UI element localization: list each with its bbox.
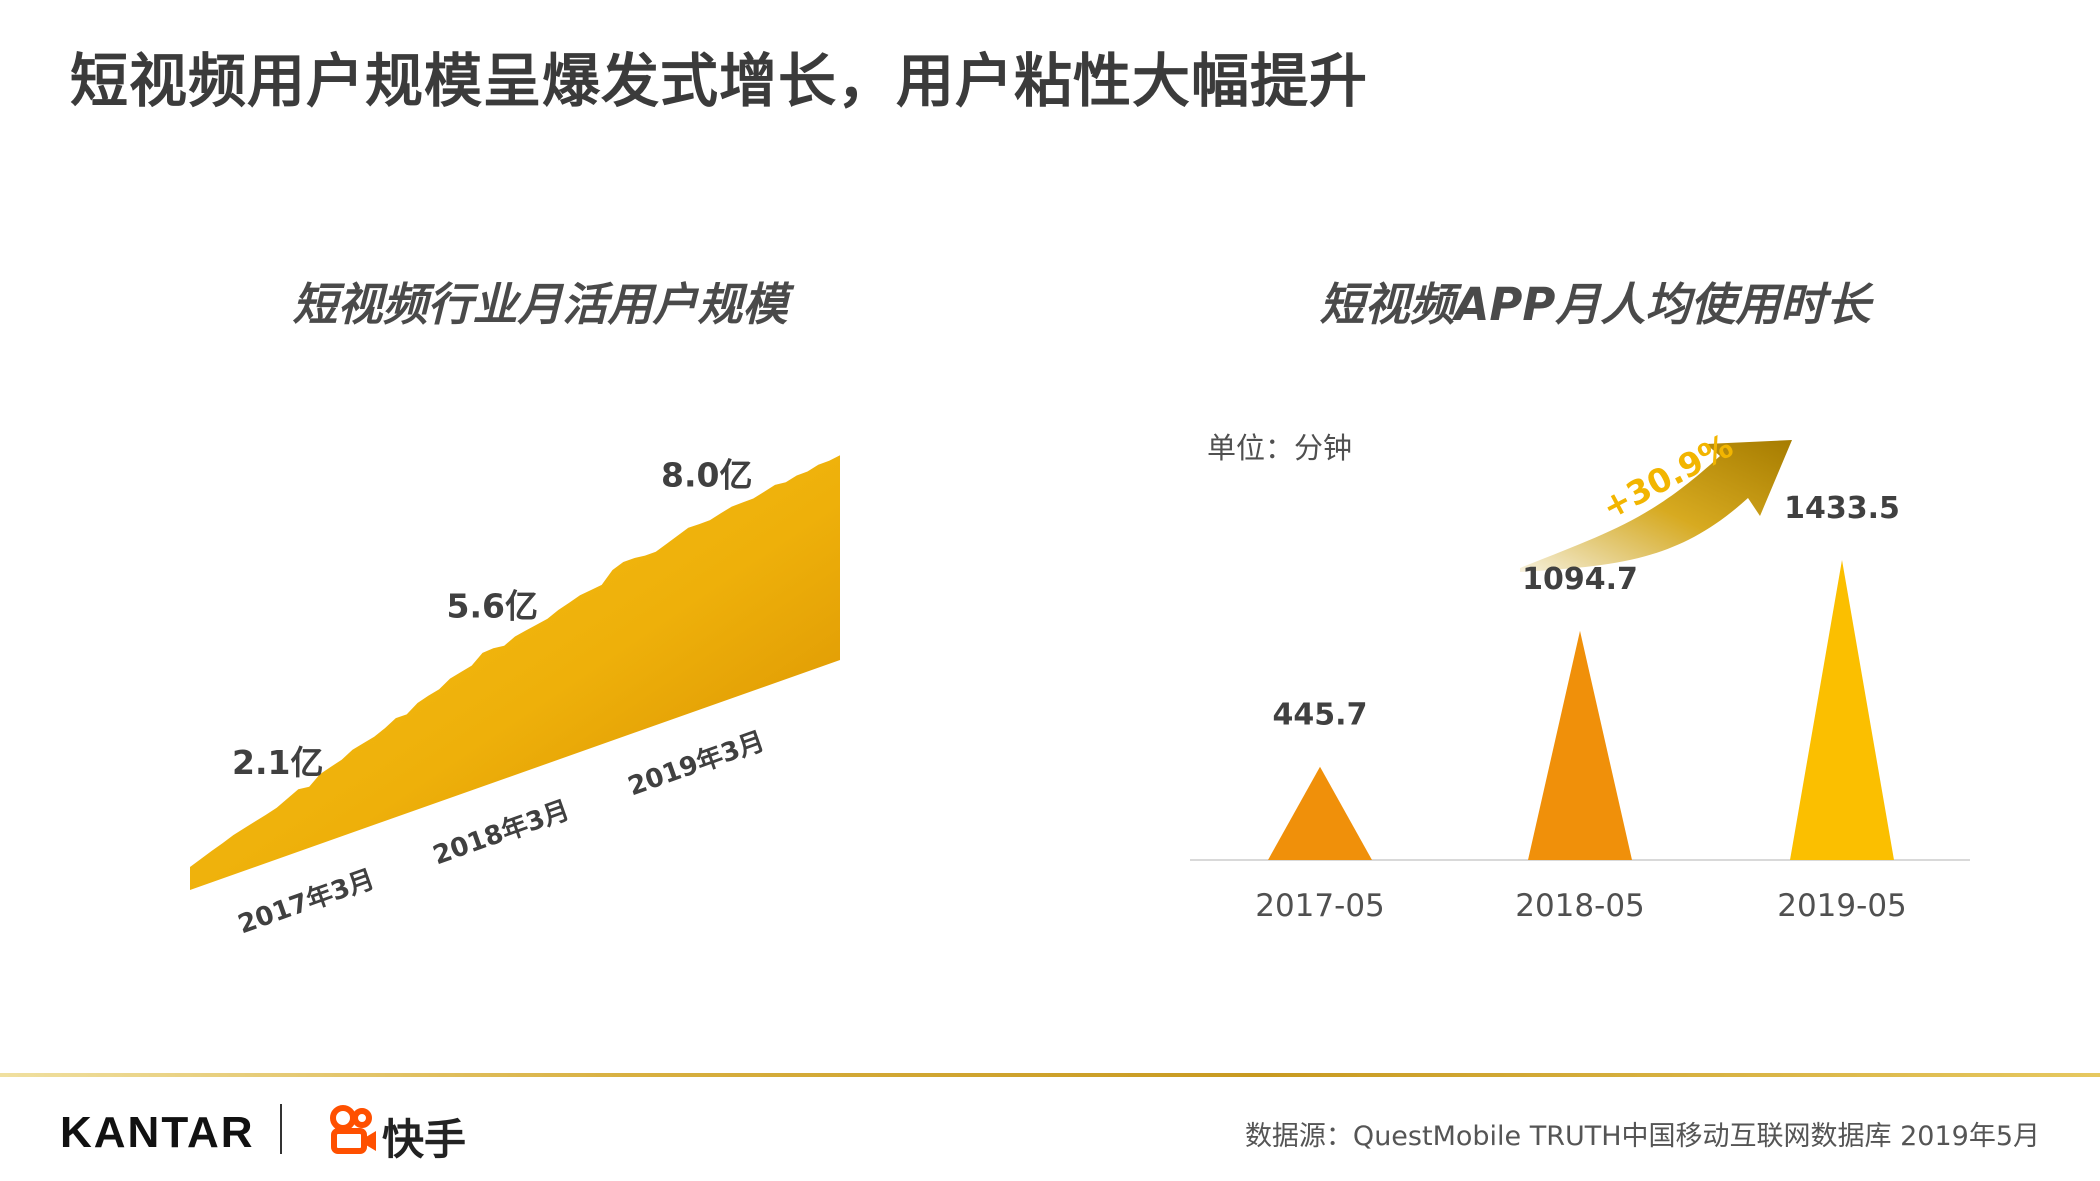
mau-date-label: 2019年3月 <box>624 725 769 802</box>
mau-area-chart: 2.1亿 5.6亿 8.0亿 2017年3月 2018年3月 2019年3月 <box>190 455 840 940</box>
mau-date-label: 2017年3月 <box>234 863 379 940</box>
usage-value-label: 445.7 <box>1273 698 1368 733</box>
usage-category-labels: 2017-05 2018-05 2019-05 <box>1255 888 1907 924</box>
mau-area <box>190 455 840 890</box>
usage-value-label: 1094.7 <box>1522 562 1638 597</box>
mau-value-label: 8.0亿 <box>661 456 752 495</box>
mau-value-label: 2.1亿 <box>232 743 323 782</box>
usage-bar <box>1790 560 1894 860</box>
usage-category-label: 2019-05 <box>1777 888 1907 924</box>
right-chart-title: 短视频APP月人均使用时长 <box>1319 278 1871 331</box>
kuaishou-logo-text: 快手 <box>382 1115 467 1164</box>
usage-category-label: 2017-05 <box>1255 888 1385 924</box>
page-title: 短视频用户规模呈爆发式增长，用户粘性大幅提升 <box>70 47 1369 115</box>
usage-value-labels: 445.7 1094.7 1433.5 <box>1273 491 1900 733</box>
growth-arrow <box>1520 440 1792 572</box>
usage-bars <box>1268 560 1894 860</box>
kantar-logo: KANTAR <box>60 1108 255 1157</box>
usage-category-label: 2018-05 <box>1515 888 1645 924</box>
unit-label: 单位：分钟 <box>1207 431 1352 465</box>
usage-bar <box>1528 630 1632 860</box>
usage-value-label: 1433.5 <box>1784 491 1900 526</box>
logo-divider <box>280 1104 282 1154</box>
mau-value-labels: 2.1亿 5.6亿 8.0亿 <box>232 456 752 782</box>
data-source: 数据源：QuestMobile TRUTH中国移动互联网数据库 2019年5月 <box>1244 1121 2040 1152</box>
usage-bar <box>1268 766 1372 860</box>
kuaishou-icon <box>330 1105 376 1154</box>
mau-value-label: 5.6亿 <box>447 587 538 626</box>
left-chart-title: 短视频行业月活用户规模 <box>292 278 788 331</box>
footer-divider <box>0 1073 2100 1077</box>
mau-date-label: 2018年3月 <box>429 794 574 871</box>
